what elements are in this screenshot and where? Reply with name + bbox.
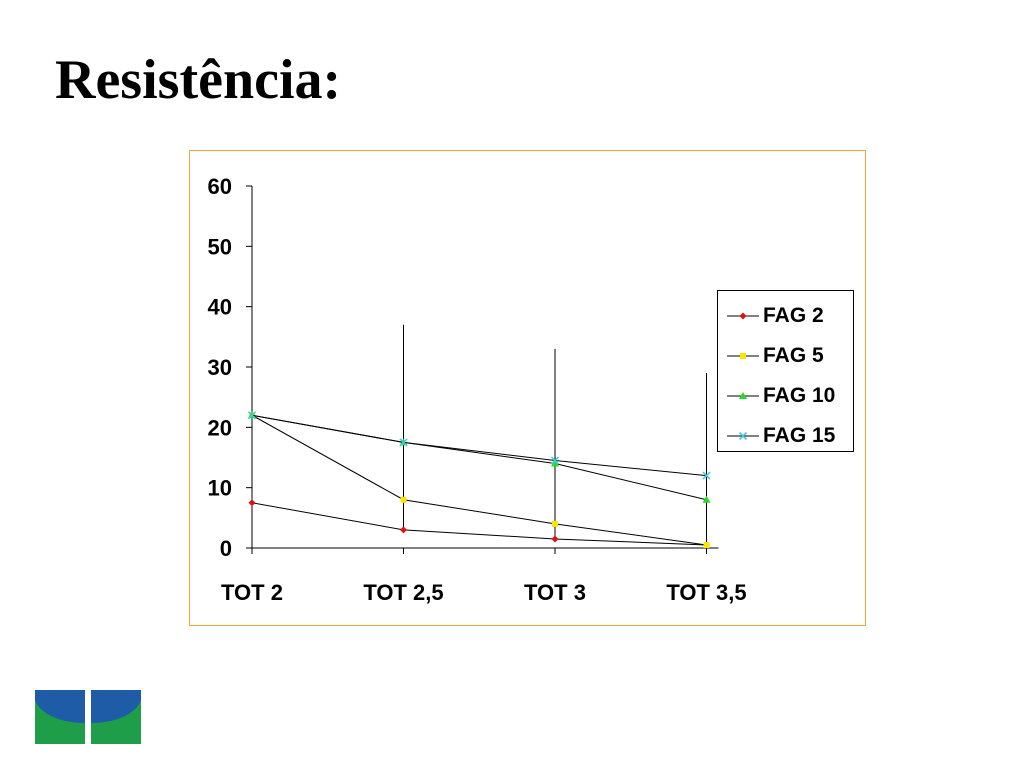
data-point bbox=[552, 520, 558, 527]
series-fag-15 bbox=[247, 411, 711, 480]
legend-item: FAG 15 bbox=[727, 416, 853, 456]
legend-label: FAG 2 bbox=[763, 304, 824, 327]
data-point bbox=[247, 411, 257, 420]
legend-label: FAG 5 bbox=[763, 344, 824, 367]
logo-white-divider bbox=[85, 690, 91, 744]
legend-swatch bbox=[727, 392, 759, 399]
series-line bbox=[251, 414, 707, 477]
series-fag-2 bbox=[248, 499, 710, 549]
data-point bbox=[550, 456, 560, 465]
legend-item: FAG 5 bbox=[727, 336, 853, 376]
legend-swatch bbox=[727, 312, 759, 320]
legend-item: FAG 2 bbox=[727, 296, 853, 336]
y-tick-label: 60 bbox=[208, 174, 232, 199]
data-point bbox=[400, 496, 407, 503]
x-tick-label: TOT 2 bbox=[221, 580, 283, 605]
legend-marker bbox=[738, 431, 748, 441]
series-line bbox=[251, 502, 707, 546]
data-point bbox=[702, 471, 711, 480]
y-tick-label: 50 bbox=[208, 234, 232, 259]
legend-marker bbox=[739, 392, 747, 399]
legend-swatch bbox=[727, 353, 759, 359]
x-tick-label: TOT 3 bbox=[524, 580, 586, 605]
chart-legend: FAG 2 FAG 5 FAG 10 FAG 15 bbox=[717, 290, 854, 452]
legend-label: FAG 10 bbox=[763, 384, 836, 407]
legend-swatch bbox=[727, 431, 759, 441]
data-point bbox=[248, 499, 256, 507]
slide-title: Resistência: bbox=[55, 49, 342, 111]
y-tick-label: 10 bbox=[208, 476, 232, 501]
legend-label: FAG 15 bbox=[763, 424, 836, 447]
x-tick-label: TOT 3,5 bbox=[666, 580, 746, 605]
y-tick-label: 40 bbox=[208, 295, 232, 320]
legend-marker bbox=[739, 312, 747, 320]
y-tick-label: 20 bbox=[208, 415, 232, 440]
line-chart: 0 10 20 30 40 50 60 TOT 2 TOT 2,5 TOT 3 TOT 3,5 bbox=[208, 174, 747, 605]
chart-frame: 0 10 20 30 40 50 60 TOT 2 TOT 2,5 TOT 3 TOT 3,5 FA… bbox=[189, 150, 866, 626]
data-point bbox=[551, 459, 559, 467]
series-fag-10 bbox=[248, 411, 711, 503]
y-tick-label: 0 bbox=[220, 536, 232, 561]
y-tick-label: 30 bbox=[208, 355, 232, 380]
logo-blue-right bbox=[91, 690, 141, 724]
data-point bbox=[702, 495, 711, 503]
x-tick-label: TOT 2,5 bbox=[363, 580, 443, 605]
logo-blue-left bbox=[35, 690, 85, 724]
data-point bbox=[703, 541, 710, 548]
data-point bbox=[551, 535, 559, 543]
series-fag-5 bbox=[249, 412, 710, 548]
series-line bbox=[251, 414, 707, 546]
legend-item: FAG 10 bbox=[727, 376, 853, 416]
university-logo bbox=[35, 690, 141, 744]
data-point bbox=[399, 438, 408, 447]
data-point bbox=[400, 526, 407, 534]
legend-marker bbox=[740, 353, 746, 359]
